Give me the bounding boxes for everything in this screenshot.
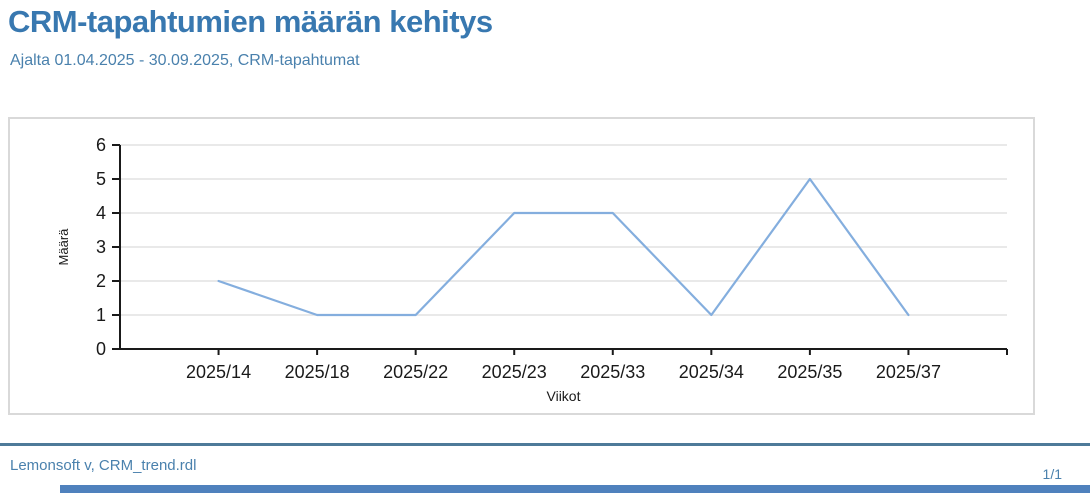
y-tick-label: 0: [96, 339, 106, 359]
page-number: 1/1: [1042, 466, 1062, 482]
x-axis-title: Viikot: [547, 388, 581, 404]
x-tick-label: 2025/35: [777, 362, 842, 382]
footer-divider: [0, 443, 1090, 446]
y-axis-title: Määrä: [56, 228, 71, 266]
x-tick-label: 2025/23: [482, 362, 547, 382]
chart-panel: 0 1 2 3 4 5 6 2025/14 2025/18 2025/22 2025/23 2025/…: [8, 117, 1035, 415]
y-tick-label: 1: [96, 305, 106, 325]
x-tick-label: 2025/33: [580, 362, 645, 382]
report-header: CRM-tapahtumien määrän kehitys Ajalta 01…: [8, 4, 493, 70]
trend-line: [217, 177, 910, 317]
page-title: CRM-tapahtumien määrän kehitys: [8, 4, 493, 39]
x-tick-label: 2025/37: [876, 362, 941, 382]
report-file-label: Lemonsoft v, CRM_trend.rdl: [10, 457, 197, 474]
bottom-accent-bar: [60, 485, 1090, 493]
x-tick-label: 2025/14: [186, 362, 251, 382]
x-tick-label: 2025/18: [285, 362, 350, 382]
y-tick-label: 4: [96, 203, 106, 223]
y-tick-label: 2: [96, 271, 106, 291]
y-tick-label: 5: [96, 169, 106, 189]
y-tick-label: 3: [96, 237, 106, 257]
crm-trend-line-chart: 0 1 2 3 4 5 6 2025/14 2025/18 2025/22 2025/23 2025/…: [56, 135, 1008, 404]
y-tick-label: 6: [96, 135, 106, 155]
report-subtitle: Ajalta 01.04.2025 - 30.09.2025, CRM-tapa…: [10, 52, 360, 69]
x-tick-label: 2025/22: [383, 362, 448, 382]
x-tick-label: 2025/34: [679, 362, 744, 382]
